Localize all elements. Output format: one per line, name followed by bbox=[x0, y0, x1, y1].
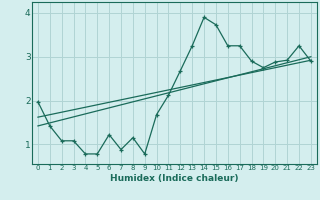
X-axis label: Humidex (Indice chaleur): Humidex (Indice chaleur) bbox=[110, 174, 239, 183]
